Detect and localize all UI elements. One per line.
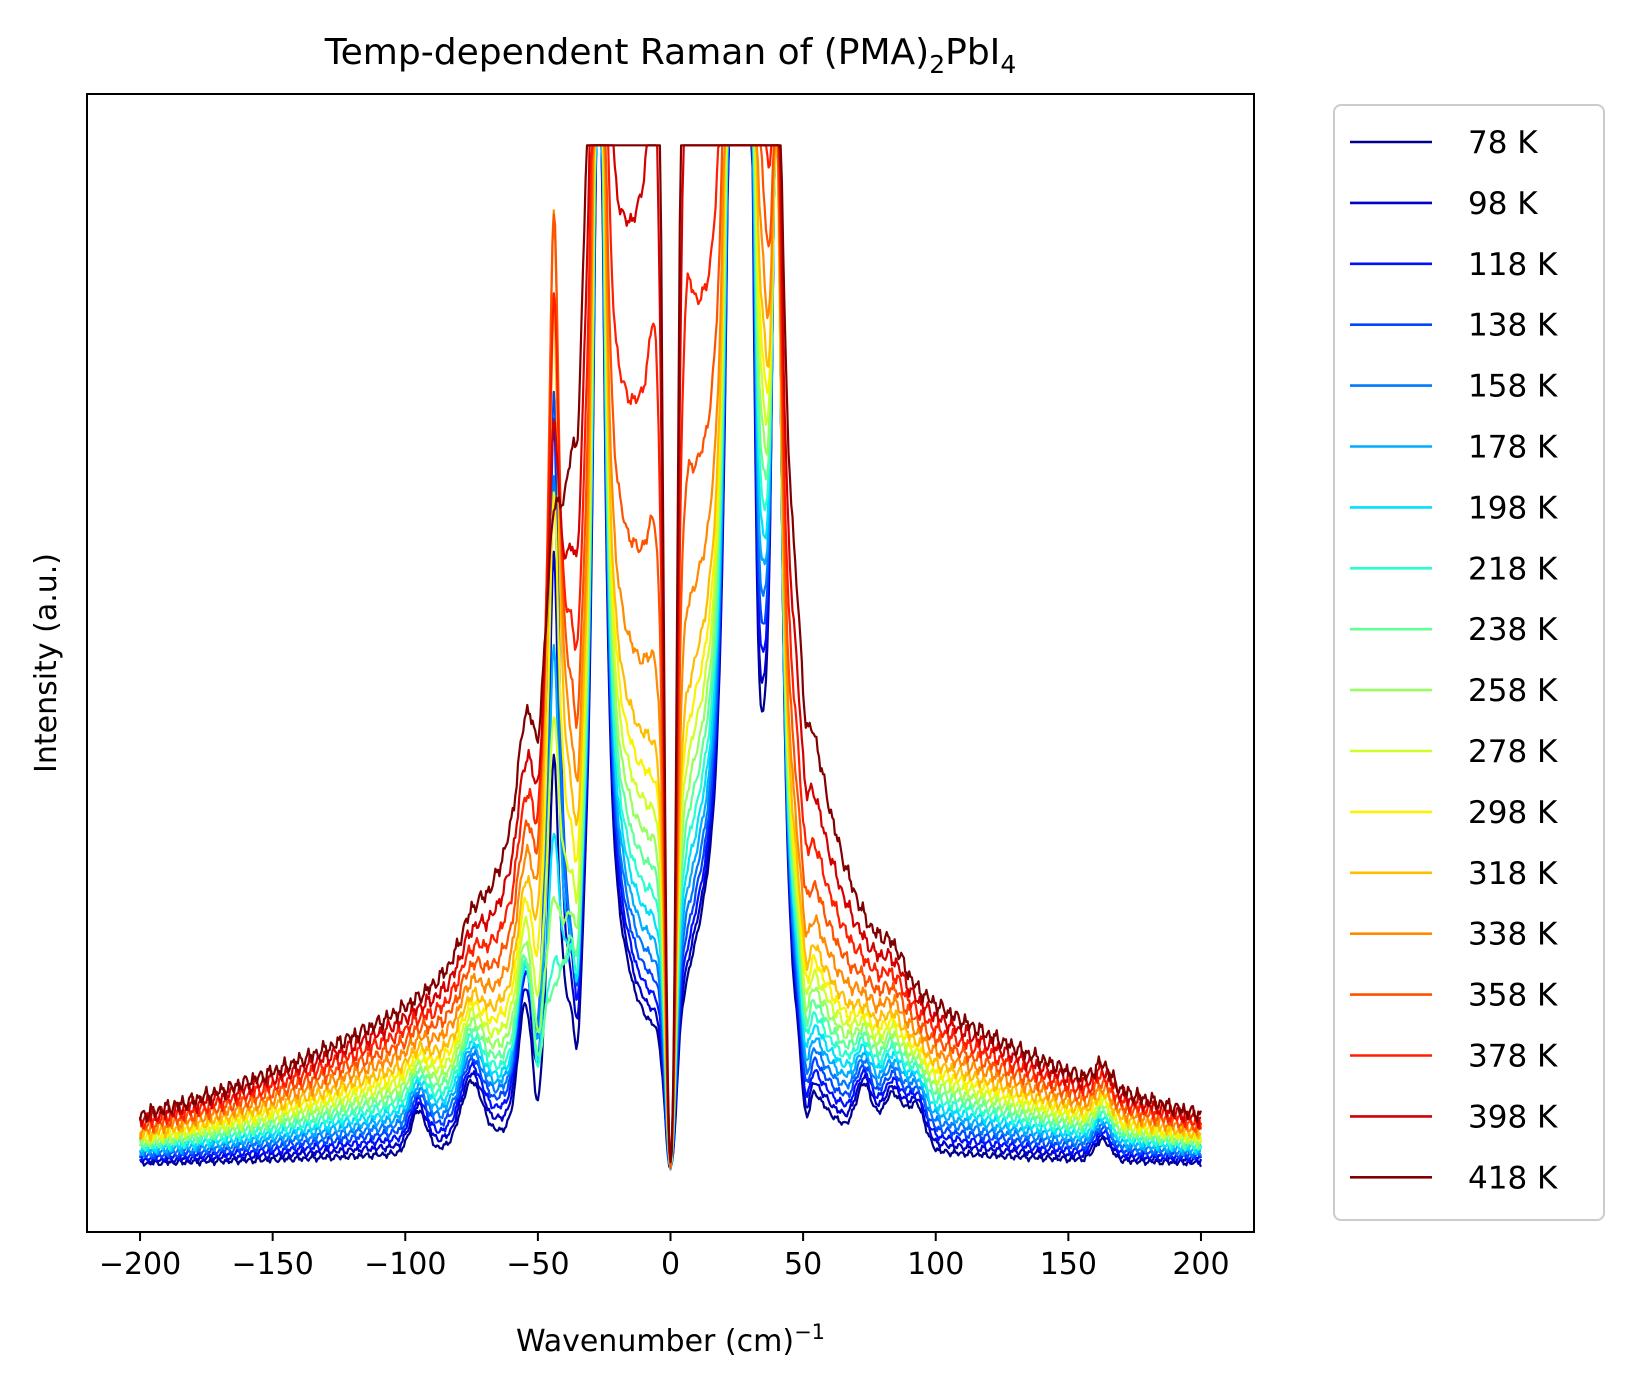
series-line: [138, 144, 1202, 1163]
legend-label: 158 K: [1468, 369, 1558, 405]
legend-label: 398 K: [1468, 1099, 1558, 1135]
series-line: [138, 144, 1203, 1164]
series-line: [138, 144, 1203, 1164]
legend-label: 178 K: [1468, 430, 1558, 466]
series-layer: [138, 144, 1203, 1171]
series-line: [138, 144, 1202, 1161]
legend-label: 118 K: [1468, 247, 1558, 283]
chart-title-main: Temp-dependent Raman of (PMA): [324, 32, 929, 73]
plot-frame: [86, 93, 1255, 1233]
series-line: [139, 144, 1203, 1169]
legend-label: 258 K: [1468, 673, 1558, 709]
x-tick-label: 200: [1172, 1247, 1229, 1282]
series-line: [138, 144, 1202, 1167]
chart-title-subscript-1: 2: [929, 50, 945, 79]
x-axis-title: Wavenumber (cm)−1: [516, 1320, 825, 1359]
x-axis-title-text: Wavenumber (cm): [516, 1324, 794, 1359]
legend-label: 78 K: [1468, 125, 1538, 161]
legend-label: 298 K: [1468, 795, 1558, 831]
chart-title: Temp-dependent Raman of (PMA)2PbI4: [324, 32, 1016, 79]
chart-title-subscript-2: 4: [1000, 50, 1016, 79]
legend-frame: [1333, 104, 1605, 1221]
x-axis: −200 −150 −100 −50 0 50 100 150 200: [99, 1232, 1230, 1282]
x-tick-label: −100: [364, 1247, 446, 1282]
x-tick-label: −50: [506, 1247, 569, 1282]
legend-label: 138 K: [1468, 308, 1558, 344]
legend-label: 358 K: [1468, 978, 1558, 1014]
legend-label: 418 K: [1468, 1160, 1558, 1196]
series-line: [138, 144, 1202, 1161]
legend-label: 238 K: [1468, 612, 1558, 648]
series-line: [139, 144, 1202, 1170]
x-tick-label: −150: [231, 1247, 313, 1282]
series-line: [139, 144, 1203, 1166]
legend-label: 218 K: [1468, 551, 1558, 587]
x-tick-label: 0: [661, 1247, 680, 1282]
series-line: [138, 144, 1202, 1165]
legend-label: 198 K: [1468, 490, 1558, 526]
series-line: [139, 144, 1203, 1170]
legend-label: 278 K: [1468, 734, 1558, 770]
x-tick-label: −200: [99, 1247, 181, 1282]
legend-label: 318 K: [1468, 856, 1558, 892]
series-line: [138, 144, 1203, 1163]
series-line: [139, 144, 1203, 1171]
chart-title-mid: PbI: [945, 32, 1000, 73]
series-line: [139, 144, 1203, 1167]
series-line: [140, 144, 1203, 1170]
x-tick-label: 100: [907, 1247, 964, 1282]
x-tick-label: 50: [784, 1247, 822, 1282]
series-line: [138, 144, 1202, 1170]
legend-label: 98 K: [1468, 186, 1538, 222]
series-line: [138, 144, 1202, 1170]
legend: 78 K 98 K 118 K 138 K 158 K 178 K 198 K 218 K 23…: [1333, 104, 1605, 1221]
series-line: [139, 144, 1203, 1161]
y-axis-title: Intensity (a.u.): [29, 553, 64, 773]
x-axis-title-superscript: −1: [794, 1320, 825, 1344]
legend-label: 378 K: [1468, 1039, 1558, 1075]
legend-items: 78 K 98 K 118 K 138 K 158 K 178 K 198 K 218 K 23…: [1350, 125, 1558, 1196]
legend-label: 338 K: [1468, 917, 1558, 953]
x-tick-label: 150: [1040, 1247, 1097, 1282]
